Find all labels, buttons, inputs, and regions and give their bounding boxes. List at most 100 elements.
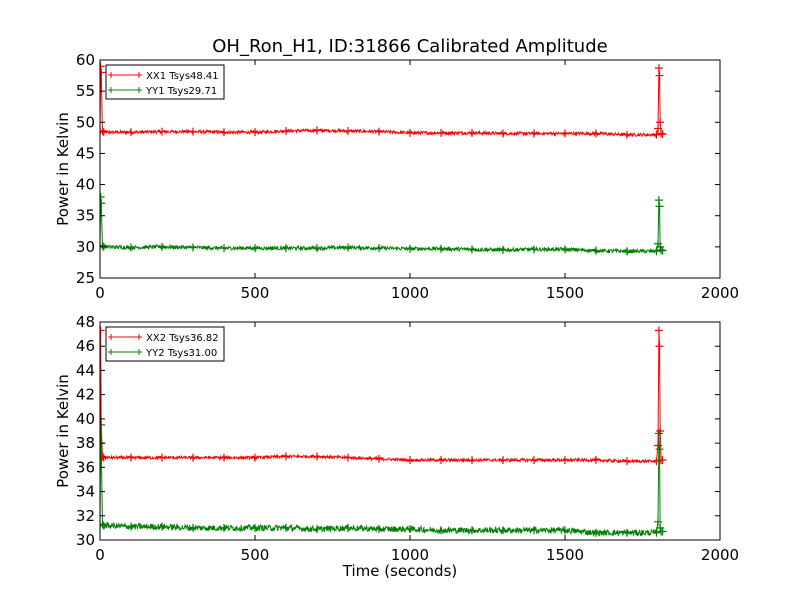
series-xx2-tsys36-82 — [100, 326, 667, 466]
data-point-marker — [100, 62, 105, 71]
legend: XX1 Tsys48.41 YY1 Tsys29.71 — [105, 64, 225, 100]
data-point-marker — [100, 193, 105, 202]
y-tick-label: 35 — [76, 207, 95, 225]
data-point-marker — [158, 127, 166, 136]
data-point-marker — [100, 326, 105, 335]
x-tick-label: 0 — [95, 284, 105, 302]
y-axis-label: Power in Kelvin — [54, 112, 72, 226]
data-point-marker — [592, 456, 600, 465]
data-point-marker — [655, 202, 664, 211]
legend: XX2 Tsys36.82 YY2 Tsys31.00 — [105, 326, 225, 362]
data-point-marker — [530, 129, 538, 138]
data-point-marker — [251, 128, 259, 137]
x-tick-label: 500 — [241, 284, 270, 302]
data-point-marker — [406, 128, 414, 137]
data-point-marker — [189, 523, 197, 532]
data-point-marker — [100, 452, 107, 461]
data-point-marker — [158, 522, 166, 531]
data-point-marker — [654, 124, 662, 133]
legend-box — [105, 64, 225, 100]
data-point-marker — [437, 456, 445, 465]
data-point-marker — [499, 526, 507, 535]
legend-label: YY1 Tsys29.71 — [145, 86, 217, 97]
y-tick-label: 45 — [76, 144, 95, 162]
data-point-marker — [375, 244, 383, 253]
plot-bottom: 0 500 1000 1500 2000 30 32 34 36 38 40 42 44 46 48 Powe… — [54, 313, 739, 580]
data-point-marker — [530, 526, 538, 535]
x-tick-label: 1000 — [391, 284, 429, 302]
legend-marker — [136, 72, 142, 78]
x-axis-label: Time (seconds) — [342, 562, 458, 580]
data-point-marker — [127, 128, 135, 137]
data-point-marker — [189, 127, 197, 136]
series-xx1-tsys48-41 — [100, 62, 667, 139]
data-point-marker — [220, 128, 228, 137]
y-tick-label: 46 — [76, 337, 95, 355]
legend-marker — [108, 72, 114, 78]
legend-marker — [136, 349, 142, 355]
data-point-marker — [468, 245, 476, 254]
data-point-marker — [623, 528, 631, 537]
data-point-marker — [282, 127, 290, 136]
data-point-marker — [655, 342, 664, 351]
data-point-marker — [251, 523, 259, 532]
data-point-marker — [561, 245, 569, 254]
data-point-marker — [561, 129, 569, 138]
y-axis-label: Power in Kelvin — [54, 374, 72, 488]
chart-title: OH_Ron_H1, ID:31866 Calibrated Amplitude — [212, 36, 607, 57]
y-tick-label: 32 — [76, 507, 95, 525]
data-point-marker — [251, 244, 259, 253]
data-point-marker — [406, 244, 414, 253]
data-point-marker — [655, 71, 664, 80]
y-tick-label: 30 — [76, 531, 95, 549]
data-point-marker — [561, 456, 569, 465]
data-point-marker — [375, 454, 383, 463]
y-tick-label: 48 — [76, 313, 95, 331]
data-point-marker — [313, 244, 321, 253]
data-point-marker — [652, 130, 661, 139]
data-point-marker — [282, 244, 290, 253]
data-point-marker — [658, 130, 667, 139]
y-tick-label: 36 — [76, 458, 95, 476]
data-point-marker — [313, 525, 321, 534]
series-yy2-tsys31-00 — [100, 420, 667, 538]
y-tick-label: 34 — [76, 483, 95, 501]
data-point-marker — [251, 453, 259, 462]
y-tick-label: 38 — [76, 434, 95, 452]
data-point-marker — [468, 128, 476, 137]
data-point-marker — [654, 429, 663, 438]
data-point-marker — [623, 130, 631, 139]
y-tick-label: 25 — [76, 269, 95, 287]
data-point-marker — [592, 246, 600, 255]
x-tick-label: 0 — [95, 546, 105, 564]
data-point-marker — [344, 523, 352, 532]
data-point-marker — [100, 127, 107, 136]
data-point-marker — [654, 64, 663, 73]
data-point-marker — [652, 528, 661, 537]
data-point-marker — [189, 453, 197, 462]
data-point-marker — [652, 247, 661, 256]
data-point-marker — [406, 525, 414, 534]
data-point-marker — [499, 456, 507, 465]
data-point-marker — [127, 453, 135, 462]
data-point-marker — [530, 456, 538, 465]
data-point-marker — [375, 525, 383, 534]
data-point-marker — [654, 441, 662, 450]
data-point-marker — [656, 118, 665, 127]
data-point-marker — [657, 245, 666, 254]
y-tick-label: 60 — [76, 51, 95, 69]
data-point-marker — [499, 245, 507, 254]
data-point-marker — [127, 243, 135, 252]
data-point-marker — [100, 420, 105, 429]
data-point-marker — [313, 126, 321, 135]
data-point-marker — [437, 128, 445, 137]
y-tick-label: 30 — [76, 238, 95, 256]
data-point-marker — [468, 526, 476, 535]
legend-marker — [136, 334, 142, 340]
data-point-marker — [657, 129, 666, 138]
data-point-marker — [100, 128, 108, 137]
y-tick-label: 42 — [76, 386, 95, 404]
data-point-marker — [561, 526, 569, 535]
data-point-marker — [654, 326, 663, 335]
